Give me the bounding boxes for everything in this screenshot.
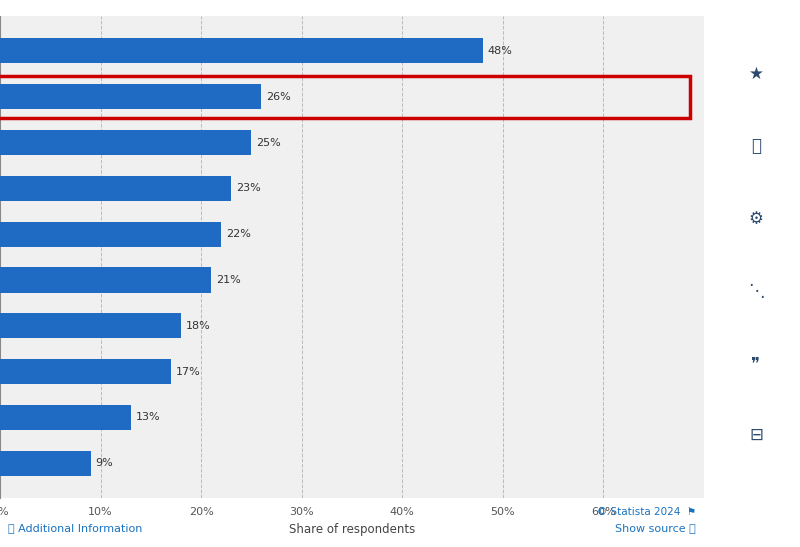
FancyBboxPatch shape	[719, 106, 793, 187]
Bar	[0, 451, 90, 476]
Text: 🔔: 🔔	[751, 137, 761, 155]
Text: Show source ⓘ: Show source ⓘ	[615, 523, 696, 533]
Bar	[0, 267, 211, 293]
Text: ★: ★	[749, 65, 763, 83]
Text: ⊟: ⊟	[749, 426, 763, 444]
Text: 13%: 13%	[136, 412, 160, 422]
Text: 21%: 21%	[216, 275, 241, 285]
Bar	[0, 38, 482, 63]
Text: 26%: 26%	[266, 92, 291, 102]
Bar	[0, 405, 130, 430]
Text: 25%: 25%	[257, 137, 282, 148]
FancyBboxPatch shape	[719, 33, 793, 115]
Text: 9%: 9%	[95, 458, 114, 468]
FancyBboxPatch shape	[719, 322, 793, 404]
Text: 17%: 17%	[176, 366, 201, 377]
Bar	[0, 313, 181, 339]
Text: ❞: ❞	[751, 354, 761, 372]
Bar	[0, 359, 171, 384]
FancyBboxPatch shape	[719, 178, 793, 259]
Bar	[0, 222, 222, 247]
FancyBboxPatch shape	[719, 250, 793, 331]
Text: 18%: 18%	[186, 321, 211, 331]
Text: 48%: 48%	[488, 46, 513, 56]
Text: ⚙: ⚙	[749, 210, 763, 228]
Text: ⋱: ⋱	[748, 282, 764, 300]
X-axis label: Share of respondents: Share of respondents	[289, 523, 415, 536]
Text: 22%: 22%	[226, 229, 251, 239]
Bar	[0, 176, 231, 201]
Bar	[0, 84, 262, 109]
Text: 23%: 23%	[236, 183, 261, 193]
Bar	[0, 130, 251, 155]
FancyBboxPatch shape	[719, 394, 793, 476]
Text: ⓘ Additional Information: ⓘ Additional Information	[8, 523, 142, 533]
Text: © Statista 2024  ⚑: © Statista 2024 ⚑	[597, 507, 696, 517]
